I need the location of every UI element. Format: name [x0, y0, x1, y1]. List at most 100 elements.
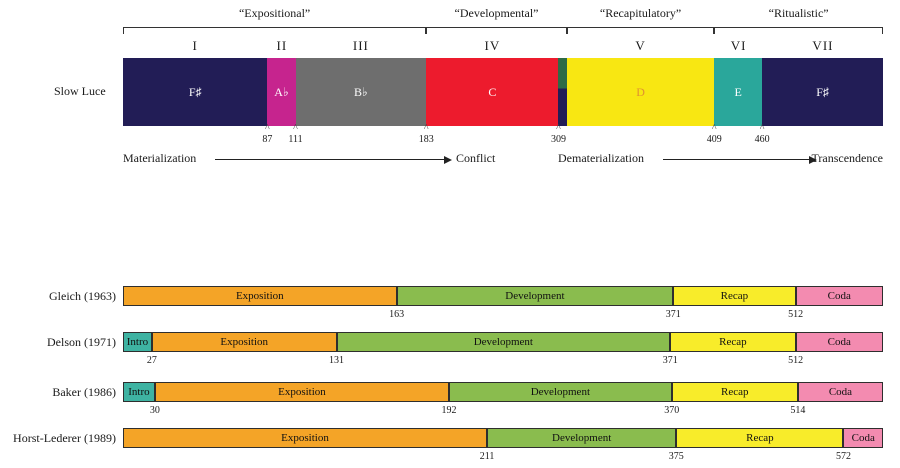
- measure-tick-layer: 163 371 512: [123, 309, 883, 322]
- form-segment: Recap: [676, 428, 844, 448]
- measure-number: 409: [706, 134, 722, 145]
- measure-number: 309: [550, 134, 566, 145]
- form-segment-label: Exposition: [281, 432, 329, 444]
- form-segment-label: Recap: [719, 336, 747, 348]
- key-label: F♯: [816, 84, 829, 99]
- key-label: A♭: [274, 84, 289, 99]
- form-segment: Coda: [843, 428, 883, 448]
- analysis-row: Baker (1986) Intro Exposition Development Re…: [0, 382, 900, 418]
- measure-number: 375: [668, 451, 684, 462]
- key-segment: E: [714, 58, 763, 126]
- measure-number: 460: [754, 134, 770, 145]
- measure-caret: ^: [556, 123, 561, 134]
- section-numeral: V: [635, 38, 646, 53]
- section-numeral: I: [192, 38, 198, 53]
- luce-bar: F♯ A♭ B♭ C D E F♯: [123, 58, 883, 126]
- form-segment-label: Recap: [721, 386, 749, 398]
- phase-bracket: [123, 27, 427, 34]
- key-segment: C: [426, 58, 559, 126]
- section-numeral: III: [352, 38, 369, 53]
- process-transcendence: Transcendence: [811, 151, 883, 165]
- measure-number: 572: [835, 451, 851, 462]
- measure-number: 111: [288, 134, 303, 145]
- form-segment-label: Exposition: [278, 386, 326, 398]
- phase-label: “Ritualistic”: [768, 6, 829, 20]
- analysis-bar: Intro Exposition Development Recap Coda: [123, 382, 883, 402]
- form-segment: Intro: [123, 332, 152, 352]
- key-label: B♭: [354, 84, 368, 99]
- section-numeral: VI: [730, 38, 747, 53]
- measure-number: 30: [149, 405, 160, 416]
- phase-bracket: [714, 27, 883, 34]
- measure-number: 163: [389, 309, 405, 320]
- luce-row-label: Slow Luce: [54, 84, 106, 98]
- analysis-bar: Intro Exposition Development Recap Coda: [123, 332, 883, 352]
- materialization-arrow: [215, 155, 452, 164]
- key-segment: F♯: [762, 58, 883, 126]
- form-segment-label: Development: [473, 336, 533, 348]
- form-segment: Development: [396, 286, 674, 306]
- process-conflict: Conflict: [456, 151, 496, 165]
- phase-bracket: [426, 27, 567, 34]
- form-segment-label: Intro: [126, 336, 149, 348]
- measure-tick-layer: 30 192 370 514: [123, 405, 883, 418]
- measure-caret: ^: [423, 123, 429, 134]
- form-segment-label: Exposition: [220, 336, 269, 348]
- key-label: C: [488, 84, 497, 99]
- form-segment-label: Development: [552, 432, 612, 444]
- measure-number: 87: [262, 134, 273, 145]
- form-segment: Coda: [795, 332, 883, 352]
- form-segment: Exposition: [123, 286, 397, 306]
- measure-number: 27: [146, 355, 157, 366]
- form-segment: Exposition: [123, 428, 488, 448]
- form-segment: Coda: [797, 382, 883, 402]
- key-label: F♯: [188, 84, 202, 99]
- form-segment: Coda: [795, 286, 883, 306]
- analysis-label: Horst-Lederer (1989): [13, 431, 116, 445]
- key-segment: A♭: [267, 58, 296, 126]
- analysis-row: Delson (1971) Intro Exposition Development R…: [0, 332, 900, 368]
- process-dematerialization: Dematerialization: [558, 151, 644, 165]
- section-numeral: IV: [484, 38, 501, 53]
- measure-caret: ^: [293, 123, 298, 134]
- form-segment-label: Coda: [827, 290, 851, 302]
- process-row: Materialization Conflict Dematerializati…: [123, 151, 883, 169]
- form-segment: Recap: [671, 382, 798, 402]
- analysis-bar: Exposition Development Recap Coda: [123, 286, 883, 306]
- form-segment-label: Development: [505, 290, 565, 302]
- measure-number: 183: [418, 134, 434, 145]
- key-segment: B♭: [295, 58, 427, 126]
- process-materialization: Materialization: [123, 151, 197, 165]
- measure-number: 371: [662, 355, 678, 366]
- measure-tick-layer: 27 131 371 512: [123, 355, 883, 368]
- section-numeral: VII: [812, 38, 834, 53]
- analysis-bar: Exposition Development Recap Coda: [123, 428, 883, 448]
- phase-label: “Recapitulatory”: [599, 6, 682, 20]
- form-segment-label: Coda: [828, 386, 853, 398]
- form-segment-label: Development: [530, 386, 590, 398]
- form-segment: Exposition: [151, 332, 337, 352]
- analysis-label: Delson (1971): [47, 335, 116, 349]
- form-segment-label: Coda: [851, 432, 875, 444]
- form-segment: Intro: [123, 382, 155, 402]
- phase-label: “Developmental”: [454, 6, 539, 20]
- dematerialization-arrow: [663, 155, 817, 164]
- measure-number: 371: [665, 309, 681, 320]
- section-numeral: II: [276, 38, 288, 53]
- form-segment: Development: [449, 382, 672, 402]
- form-segment-label: Recap: [720, 290, 749, 302]
- form-segment: Development: [336, 332, 671, 352]
- form-segment-label: Exposition: [235, 290, 284, 302]
- measure-tick-layer: 211 375 572: [123, 451, 883, 464]
- form-segment: Recap: [670, 332, 796, 352]
- measure-caret: ^: [711, 123, 717, 134]
- key-label: E: [734, 84, 742, 99]
- form-segment: Development: [487, 428, 677, 448]
- key-segment: D: [566, 58, 715, 126]
- analysis-label: Gleich (1963): [49, 289, 116, 303]
- form-segment: Exposition: [154, 382, 450, 402]
- measure-number: 211: [479, 451, 495, 462]
- form-segment-label: Coda: [827, 336, 851, 348]
- measure-number: 512: [788, 355, 804, 366]
